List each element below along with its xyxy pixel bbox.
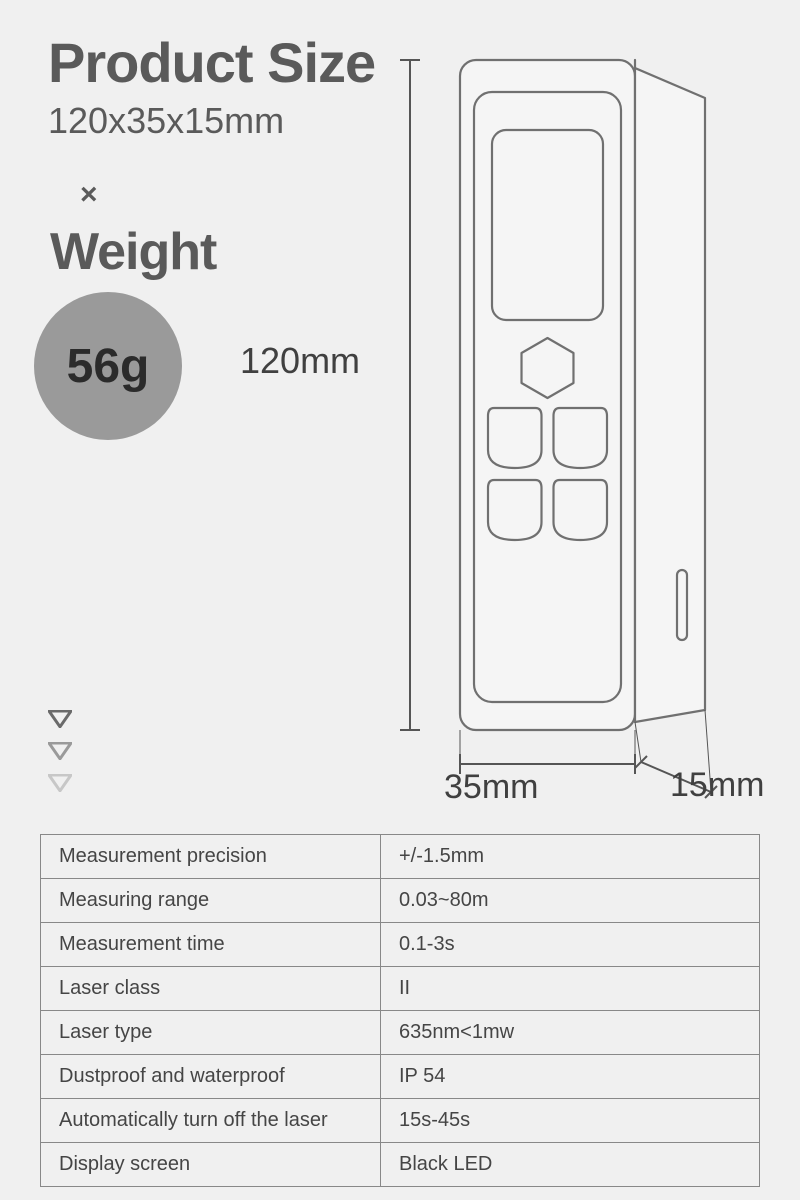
spec-label: Measuring range [41,879,381,923]
spec-value: 635nm<1mw [381,1011,760,1055]
spec-label: Measurement time [41,923,381,967]
spec-value: +/-1.5mm [381,835,760,879]
spec-value: 15s-45s [381,1099,760,1143]
table-row: Laser classII [41,967,760,1011]
title-product-size: Product Size [48,30,375,95]
spec-value: Black LED [381,1143,760,1187]
table-row: Automatically turn off the laser15s-45s [41,1099,760,1143]
weight-badge: 56g [34,292,182,440]
title-weight: Weight [50,222,216,282]
spec-value: II [381,967,760,1011]
table-row: Laser type635nm<1mw [41,1011,760,1055]
specs-table: Measurement precision+/-1.5mmMeasuring r… [40,834,760,1187]
dimensions-text: 120x35x15mm [48,100,284,142]
height-dimension-label: 120mm [240,340,360,382]
spec-label: Display screen [41,1143,381,1187]
table-row: Measurement time0.1-3s [41,923,760,967]
table-row: Measuring range0.03~80m [41,879,760,923]
spec-label: Dustproof and waterproof [41,1055,381,1099]
table-row: Measurement precision+/-1.5mm [41,835,760,879]
spec-value: 0.03~80m [381,879,760,923]
weight-value: 56g [67,339,150,394]
depth-dimension-label: 15mm [670,766,764,805]
device-diagram [380,50,780,830]
spec-label: Measurement precision [41,835,381,879]
table-row: Dustproof and waterproofIP 54 [41,1055,760,1099]
decorative-triangles [48,710,72,792]
table-row: Display screenBlack LED [41,1143,760,1187]
spec-label: Laser type [41,1011,381,1055]
spec-label: Laser class [41,967,381,1011]
spec-value: IP 54 [381,1055,760,1099]
width-dimension-label: 35mm [444,768,538,807]
spec-value: 0.1-3s [381,923,760,967]
spec-label: Automatically turn off the laser [41,1099,381,1143]
multiply-symbol: × [80,178,98,212]
